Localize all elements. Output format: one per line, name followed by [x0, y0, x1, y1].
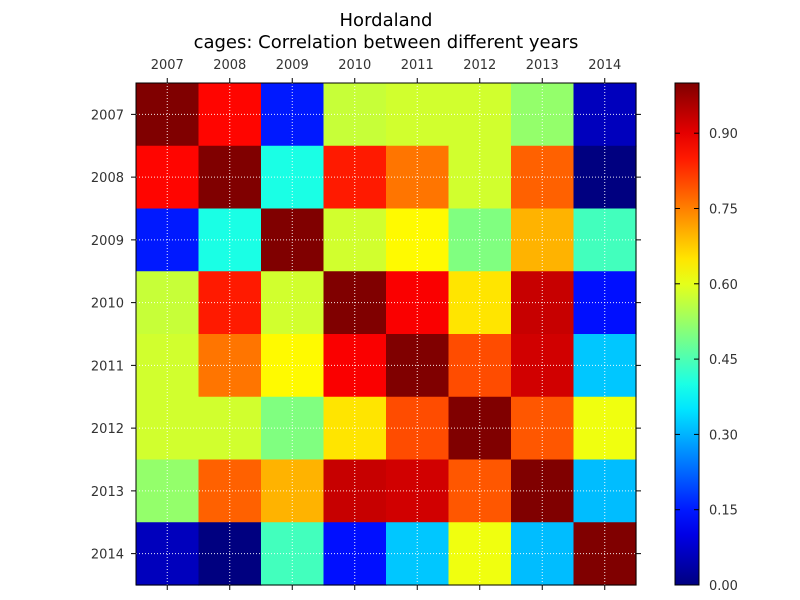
chart-title-block: Hordaland cages: Correlation between dif…	[136, 10, 636, 54]
y-tick-label: 2010	[91, 297, 124, 312]
colorbar-tick-label: 0.15	[709, 504, 738, 519]
heatmap-cell-2008-2012	[448, 145, 512, 210]
x-tick-label: 2009	[276, 58, 309, 73]
heatmap-cell-2009-2008	[198, 208, 262, 272]
heatmap-cell-2009-2012	[448, 208, 512, 272]
y-tick-label: 2007	[91, 108, 124, 123]
x-tick-label: 2013	[526, 58, 559, 73]
chart-subtitle: cages: Correlation between different yea…	[193, 32, 579, 53]
heatmap-cell-2009-2007	[136, 208, 200, 272]
heatmap-cell-2007-2011	[386, 83, 450, 147]
colorbar-tick-label: 0.30	[709, 428, 738, 443]
y-tick-label: 2012	[91, 422, 124, 437]
heatmap-grid	[136, 83, 636, 585]
heatmap-cell-2014-2008	[198, 522, 262, 586]
colorbar-tick-label: 0.75	[709, 203, 738, 218]
colorbar-tick-label: 0.60	[709, 278, 738, 293]
heatmap-cell-2009-2011	[386, 208, 450, 272]
x-tick-label: 2007	[151, 58, 184, 73]
colorbar: 0.00 0.15 0.30 0.45 0.60 0.75 0.90	[674, 82, 738, 594]
heatmap-cell-2007-2013	[511, 83, 575, 147]
y-tick-label: 2009	[91, 234, 124, 249]
heatmap-cells	[136, 83, 637, 586]
heatmap-cell-2007-2008	[198, 83, 262, 147]
x-tick-label: 2008	[213, 58, 246, 73]
heatmap-cell-2007-2012	[448, 83, 512, 147]
heatmap-cell-2009-2013	[511, 208, 575, 272]
y-tick-label: 2008	[91, 171, 124, 186]
plot-frame	[135, 82, 637, 586]
y-tick-label: 2013	[91, 485, 124, 500]
colorbar-tick-label: 0.45	[709, 353, 738, 368]
heatmap-cell-2009-2014	[573, 208, 637, 272]
x-tick-label: 2010	[338, 58, 371, 73]
y-tick-label: 2014	[91, 548, 124, 563]
x-tick-label: 2014	[588, 58, 621, 73]
heatmap-cell-2008-2013	[511, 145, 575, 210]
colorbar-tick-label: 0.90	[709, 127, 738, 142]
heatmap-cell-2008-2008	[198, 145, 262, 210]
heatmap-cell-2008-2014	[573, 145, 637, 210]
heatmap-cell-2008-2007	[136, 145, 200, 210]
x-tick-label: 2011	[401, 58, 434, 73]
y-tick-label: 2011	[91, 359, 124, 374]
x-tick-label: 2012	[463, 58, 496, 73]
heatmap-cell-2008-2011	[386, 145, 450, 210]
colorbar-tick-label: 0.00	[709, 579, 738, 594]
colorbar-gradient	[674, 82, 700, 586]
heatmap-cell-2014-2014	[573, 522, 637, 586]
chart-title: Hordaland	[339, 10, 433, 31]
heatmap-cell-2007-2014	[573, 83, 637, 147]
heatmap-axes: 2007 2007 2008 2008 2009 2009 2010 2010 2011 2011…	[91, 58, 641, 590]
heatmap-cell-2007-2007	[136, 83, 200, 147]
